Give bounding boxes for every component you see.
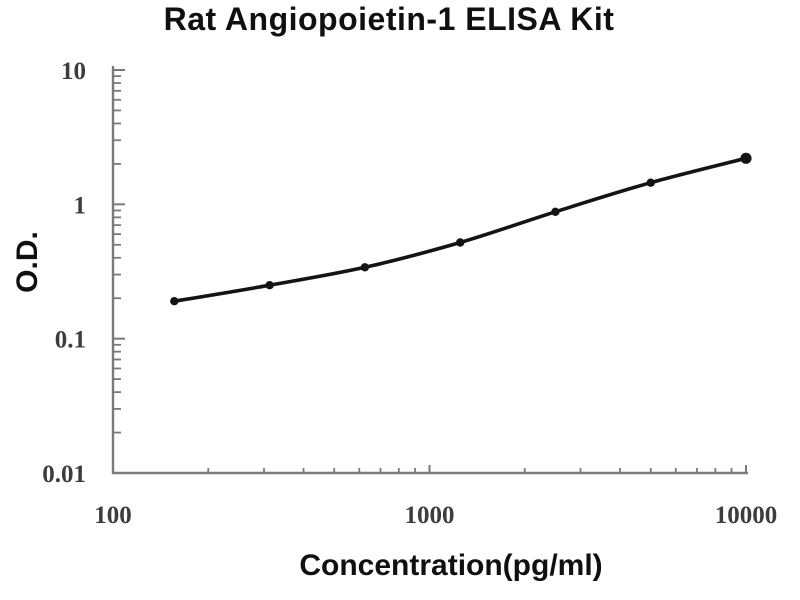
data-point: [360, 263, 370, 272]
y-tick-label: 10: [61, 58, 86, 85]
y-tick-label: 1: [74, 192, 87, 219]
x-tick-label: 10000: [715, 502, 778, 529]
data-point: [170, 297, 179, 306]
x-tick-label: 1000: [405, 502, 455, 529]
chart-title: Rat Angiopoietin-1 ELISA Kit: [163, 1, 615, 37]
y-tick-label: 0.01: [42, 461, 86, 488]
data-point: [551, 207, 560, 216]
curve-line: [172, 156, 748, 303]
data-point: [456, 238, 465, 247]
data-point: [740, 152, 752, 164]
x-axis-title: Concentration(pg/ml): [299, 549, 603, 582]
data-point: [265, 281, 274, 290]
y-tick-label: 0.1: [55, 327, 86, 354]
data-point: [646, 178, 655, 187]
x-tick-label: 100: [94, 502, 132, 529]
